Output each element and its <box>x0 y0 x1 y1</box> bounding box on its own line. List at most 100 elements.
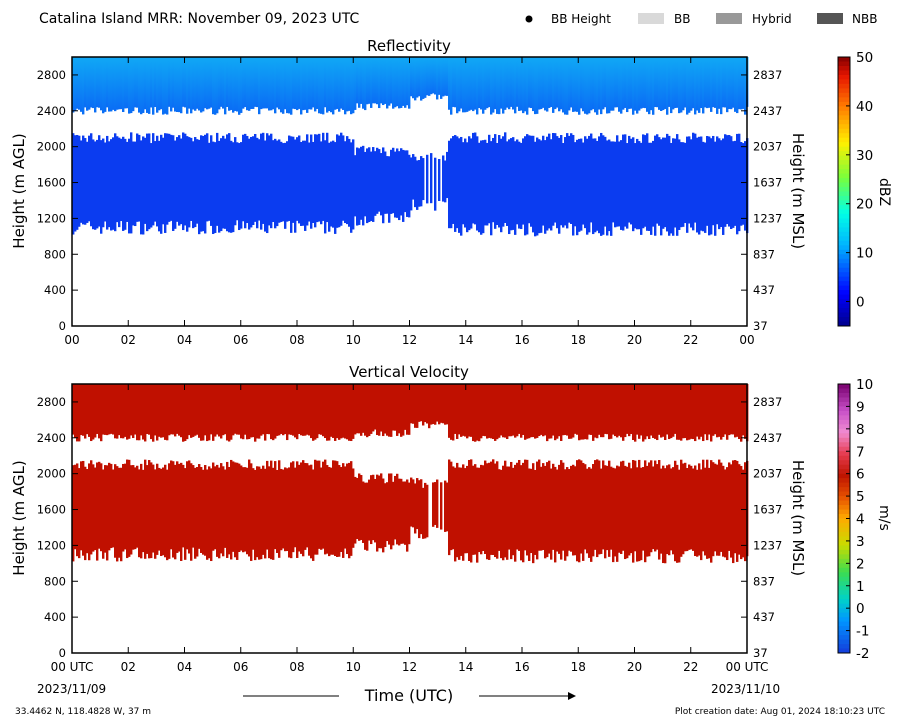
velocity-lower-column <box>608 460 611 557</box>
reflectivity-upper-column <box>408 57 411 109</box>
velocity-lower-column <box>674 460 677 562</box>
velocity-lower-column <box>586 468 589 554</box>
velocity-lower-column <box>100 463 103 552</box>
reflectivity-lower-column <box>488 134 491 224</box>
reflectivity-lower-column <box>110 139 113 231</box>
velocity-upper-column <box>500 384 503 436</box>
velocity-upper-column <box>422 384 425 426</box>
reflectivity-upper-column <box>340 57 343 109</box>
reflectivity-upper-column <box>316 57 319 109</box>
reflectivity-lower-column <box>566 133 569 229</box>
colorbar-band <box>838 222 850 228</box>
reflectivity-lower-column <box>312 141 315 223</box>
reflectivity-upper-column <box>490 57 493 115</box>
colorbar-band <box>838 209 850 215</box>
reflectivity-lower-column <box>72 133 75 235</box>
velocity-lower-column <box>678 469 681 563</box>
velocity-lower-column <box>612 467 615 563</box>
reflectivity-lower-column <box>458 138 461 233</box>
reflectivity-upper-column <box>654 57 657 108</box>
reflectivity-lower-column <box>240 142 243 229</box>
reflectivity-lower-column <box>308 142 311 222</box>
reflectivity-lower-column <box>214 142 217 233</box>
velocity-lower-column <box>444 480 447 532</box>
reflectivity-upper-column <box>214 57 217 115</box>
reflectivity-lower-column <box>404 150 407 213</box>
reflectivity-upper-column <box>168 57 171 107</box>
reflectivity-upper-column <box>448 57 451 110</box>
reflectivity-lower-column <box>92 139 95 230</box>
reflectivity-upper-column <box>470 57 473 110</box>
reflectivity-lower-column <box>442 155 445 202</box>
reflectivity-upper-column <box>100 57 103 111</box>
velocity-upper-column <box>436 384 439 422</box>
velocity-lower-column <box>460 467 463 556</box>
reflectivity-lower-column <box>374 151 377 216</box>
velocity-lower-column <box>456 462 459 558</box>
reflectivity-lower-column <box>284 142 287 229</box>
reflectivity-x-ticks: 00 02 04 06 08 10 12 14 16 18 20 22 00 <box>64 57 755 347</box>
velocity-upper-column <box>430 384 433 425</box>
legend-hybrid-label: Hybrid <box>752 12 792 26</box>
velocity-title: Vertical Velocity <box>349 363 469 381</box>
reflectivity-upper-column <box>644 57 647 109</box>
reflectivity-upper-column <box>492 57 495 113</box>
colorbar-band <box>838 505 850 511</box>
reflectivity-lower-column <box>230 140 233 233</box>
reflectivity-upper-column <box>266 57 269 109</box>
reflectivity-upper-column <box>588 57 591 114</box>
colorbar-band <box>838 469 850 475</box>
colorbar-band <box>838 110 850 116</box>
velocity-lower-column <box>224 469 227 548</box>
reflectivity-lower-column <box>106 135 109 230</box>
velocity-lower-column <box>454 467 457 562</box>
reflectivity-upper-column <box>696 57 699 111</box>
velocity-lower-column <box>188 460 191 554</box>
reflectivity-lower-column <box>172 135 175 231</box>
reflectivity-lower-column <box>596 140 599 231</box>
velocity-upper-column <box>392 384 395 431</box>
reflectivity-lower-column <box>484 139 487 226</box>
velocity-upper-column <box>624 384 627 438</box>
velocity-lower-column <box>446 482 449 532</box>
velocity-upper-column <box>394 384 397 431</box>
reflectivity-upper-column <box>206 57 209 110</box>
velocity-lower-column <box>546 462 549 558</box>
colorbar-band <box>838 70 850 76</box>
reflectivity-upper-column <box>414 57 417 101</box>
reflectivity-lower-column <box>434 157 437 211</box>
velocity-lower-column <box>174 464 177 560</box>
reflectivity-upper-column <box>250 57 253 110</box>
colorbar-band <box>838 518 850 524</box>
velocity-upper-column <box>414 384 417 428</box>
velocity-lower-column <box>492 459 495 555</box>
reflectivity-lower-column <box>524 136 527 236</box>
reflectivity-upper-column <box>712 57 715 108</box>
velocity-lower-column <box>464 468 467 554</box>
reflectivity-lower-column <box>652 140 655 227</box>
velocity-lower-column <box>380 473 383 549</box>
x-tick-label: 12 <box>402 660 417 674</box>
reflectivity-lower-column <box>494 134 497 229</box>
colorbar-band <box>838 460 850 466</box>
reflectivity-lower-column <box>634 143 637 229</box>
reflectivity-lower-column <box>82 135 85 225</box>
reflectivity-upper-column <box>708 57 711 108</box>
velocity-upper-column <box>178 384 181 436</box>
reflectivity-upper-column <box>482 57 485 114</box>
reflectivity-upper-column <box>302 57 305 111</box>
reflectivity-upper-column <box>636 57 639 114</box>
velocity-upper-column <box>312 384 315 441</box>
colorbar-band <box>838 482 850 488</box>
reflectivity-upper-column <box>228 57 231 111</box>
reflectivity-lower-column <box>322 132 325 221</box>
velocity-lower-column <box>418 480 421 539</box>
velocity-lower-column <box>378 475 381 549</box>
velocity-upper-column <box>428 384 431 429</box>
reflectivity-lower-column <box>354 155 357 217</box>
reflectivity-upper-column <box>722 57 725 108</box>
velocity-upper-column <box>402 384 405 436</box>
reflectivity-upper-column <box>118 57 121 110</box>
reflectivity-upper-column <box>466 57 469 112</box>
colorbar-band <box>838 294 850 300</box>
